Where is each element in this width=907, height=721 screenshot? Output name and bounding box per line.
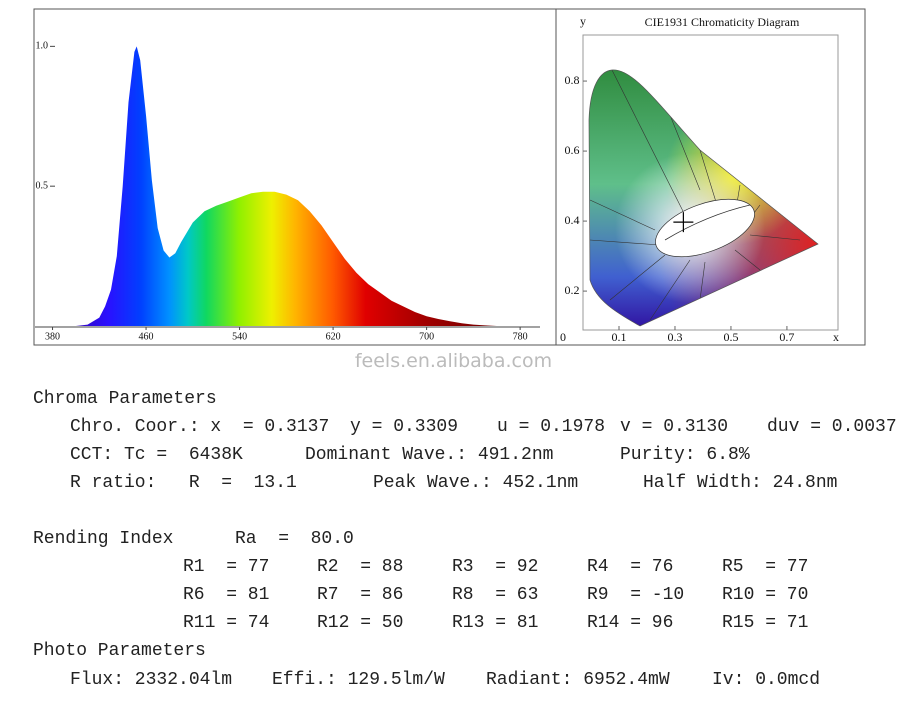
parameter: Half Width: 24.8nm xyxy=(643,473,838,493)
parameter: R4 = 76 xyxy=(587,557,674,577)
parameter: Purity: 6.8% xyxy=(620,445,750,465)
spectrum-area xyxy=(75,46,497,327)
parameter: duv = 0.0037 xyxy=(767,417,897,437)
parameter: Radiant: 6952.4mW xyxy=(486,670,670,690)
y-tick-label: 0.6 xyxy=(565,143,580,157)
x-tick-label: 380 xyxy=(45,331,60,342)
x-tick-label: 620 xyxy=(326,331,341,342)
parameter: Flux: 2332.04lm xyxy=(70,670,233,690)
section-title: Photo Parameters xyxy=(33,641,206,661)
parameter: R5 = 77 xyxy=(722,557,809,577)
chromaticity-point xyxy=(673,212,694,233)
frame xyxy=(33,8,866,346)
parameter: CCT: Tc = 6438K xyxy=(70,445,243,465)
parameter: v = 0.3130 xyxy=(620,417,729,437)
cie-title: CIE1931 Chromaticity Diagram xyxy=(645,15,800,29)
x-tick-label: 0.1 xyxy=(612,330,627,344)
section-title: Rending Index xyxy=(33,529,174,549)
parameter: R11 = 74 xyxy=(183,613,270,633)
parameter: Chro. Coor.: x = 0.3137 xyxy=(70,417,330,437)
y-tick-label: 0.4 xyxy=(565,213,580,227)
parameter: R13 = 81 xyxy=(452,613,539,633)
parameter: y = 0.3309 xyxy=(350,417,459,437)
section-title: Chroma Parameters xyxy=(33,389,217,409)
x-tick-label: 0.3 xyxy=(667,330,682,344)
parameter: R12 = 50 xyxy=(317,613,404,633)
x-axis-label: x xyxy=(833,330,839,344)
watermark: feels.en.alibaba.com xyxy=(354,350,553,372)
origin-label: 0 xyxy=(560,330,566,344)
x-tick-label: 460 xyxy=(139,331,154,342)
cie-locus xyxy=(588,69,819,327)
parameter: R8 = 63 xyxy=(452,585,539,605)
y-tick-label: 0.8 xyxy=(565,73,580,87)
parameter: R10 = 70 xyxy=(722,585,809,605)
parameter: Effi.: 129.5lm/W xyxy=(272,670,445,690)
y-axis-label: y xyxy=(580,14,586,28)
cie-plot-frame xyxy=(582,34,839,331)
parameter: Peak Wave.: 452.1nm xyxy=(373,473,579,493)
x-tick-label: 540 xyxy=(232,331,247,342)
parameter: R3 = 92 xyxy=(452,557,539,577)
parameter: Ra = 80.0 xyxy=(235,529,354,549)
charts: 380 460 540 620 700 780 0.5 1.0 CIE1931 Chromati… xyxy=(33,8,866,346)
parameter: R15 = 71 xyxy=(722,613,809,633)
x-tick-label: 0.5 xyxy=(723,330,738,344)
parameter: Dominant Wave.: 491.2nm xyxy=(305,445,554,465)
parameter: u = 0.1978 xyxy=(497,417,606,437)
y-tick-label: 0.5 xyxy=(36,180,49,191)
parameter: R1 = 77 xyxy=(183,557,270,577)
parameter: Iv: 0.0mcd xyxy=(712,670,821,690)
parameter: R6 = 81 xyxy=(183,585,270,605)
y-tick-label: 1.0 xyxy=(36,41,49,52)
parameter: R9 = -10 xyxy=(587,585,685,605)
x-tick-label: 700 xyxy=(419,331,434,342)
y-tick-label: 0.2 xyxy=(565,283,580,297)
x-tick-label: 780 xyxy=(513,331,528,342)
x-tick-label: 0.7 xyxy=(779,330,794,344)
parameter: R ratio: R = 13.1 xyxy=(70,473,297,493)
parameter: R2 = 88 xyxy=(317,557,404,577)
parameter: R14 = 96 xyxy=(587,613,674,633)
parameter: R7 = 86 xyxy=(317,585,404,605)
